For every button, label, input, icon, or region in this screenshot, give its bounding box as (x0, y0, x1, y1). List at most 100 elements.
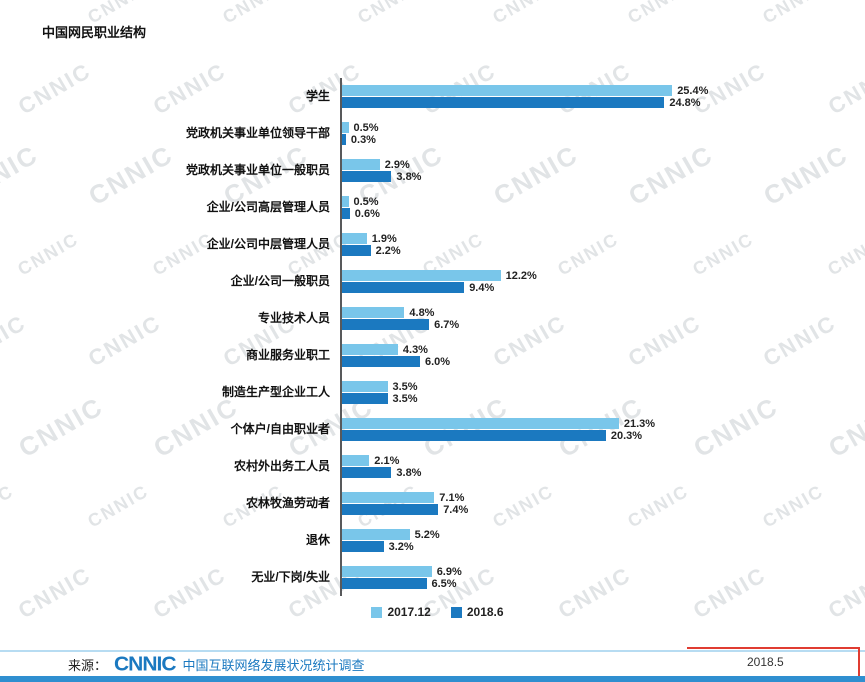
bar-2017.12 (342, 233, 367, 244)
bar-group: 25.4% 24.8% (340, 78, 835, 115)
category-label: 专业技术人员 (257, 311, 330, 326)
value-label: 6.9% (436, 565, 462, 578)
bar-line: 21.3% (342, 417, 835, 430)
bar-group: 1.9% 2.2% (340, 226, 835, 263)
bar-2018.6 (342, 171, 392, 182)
bottom-strip (0, 676, 865, 682)
bar-line: 6.0% (342, 356, 835, 368)
bar-line: 5.2% (342, 528, 835, 541)
red-annotation-line (687, 647, 860, 649)
bar-line: 6.7% (342, 319, 835, 331)
bar-line: 2.9% (342, 159, 835, 171)
bar-2017.12 (342, 455, 370, 466)
value-label: 3.2% (388, 540, 414, 553)
bar-line: 7.4% (342, 504, 835, 516)
bar-2017.12 (342, 566, 432, 577)
legend-item-2018-6: 2018.6 (450, 605, 504, 619)
bar-line: 0.6% (342, 207, 835, 220)
bar-line: 9.4% (342, 282, 835, 294)
bar-line: 6.5% (342, 577, 835, 590)
chart-legend: 2017.12 2018.6 (40, 605, 835, 619)
chart-row: 党政机关事业单位领导干部 0.5% 0.3% (40, 115, 835, 152)
category-label: 无业/下岗/失业 (251, 570, 330, 585)
cnnic-logo: CNNIC (114, 653, 176, 675)
bar-group: 21.3% 20.3% (340, 411, 835, 448)
value-label: 25.4% (677, 84, 709, 97)
value-label: 3.8% (396, 466, 422, 479)
footer-divider (0, 650, 865, 652)
category-label: 农林牧渔劳动者 (245, 496, 330, 511)
watermark-text: CNNIC (489, 0, 558, 28)
value-label: 2.1% (374, 454, 400, 467)
chart-row: 学生 25.4% 24.8% (40, 78, 835, 115)
category-label: 个体户/自由职业者 (230, 422, 330, 437)
bar-2017.12 (342, 381, 388, 392)
chart-row: 企业/公司一般职员 12.2% 9.4% (40, 263, 835, 300)
bar-line: 3.5% (342, 393, 835, 405)
value-label: 1.9% (371, 232, 397, 245)
watermark-text: CNNIC (0, 480, 18, 532)
chart-row: 商业服务业职工 4.3% 6.0% (40, 337, 835, 374)
bar-group: 2.9% 3.8% (340, 152, 835, 189)
watermark-text: CNNIC (219, 0, 288, 28)
legend-swatch-2017-12 (371, 606, 383, 618)
value-label: 0.5% (353, 195, 379, 208)
category-label: 企业/公司一般职员 (230, 274, 330, 289)
watermark-text: CNNIC (0, 309, 31, 372)
bar-line: 12.2% (342, 269, 835, 282)
legend-label-2018-6: 2018.6 (466, 605, 504, 619)
category-label: 学生 (305, 89, 330, 104)
red-annotation-line-vertical (858, 647, 860, 676)
value-label: 4.3% (402, 343, 428, 356)
bar-line: 7.1% (342, 492, 835, 504)
bar-2017.12 (342, 270, 501, 281)
bar-2018.6 (342, 504, 439, 515)
legend-label-2017-12: 2017.12 (387, 605, 431, 619)
bar-line: 24.8% (342, 97, 835, 109)
footer: 来源： CNNIC 中国互联网络发展状况统计调查 (68, 653, 365, 676)
bar-2017.12 (342, 122, 349, 133)
chart-row: 个体户/自由职业者 21.3% 20.3% (40, 411, 835, 448)
bar-line: 3.8% (342, 171, 835, 183)
bar-2018.6 (342, 393, 388, 404)
bar-group: 0.5% 0.3% (340, 115, 835, 152)
watermark-text: CNNIC (0, 0, 18, 28)
category-label: 农村外出务工人员 (233, 459, 330, 474)
bar-2018.6 (342, 245, 371, 256)
bar-2017.12 (342, 196, 349, 207)
value-label: 0.6% (354, 207, 380, 220)
value-label: 21.3% (623, 417, 656, 430)
value-label: 12.2% (505, 269, 537, 282)
bar-2017.12 (342, 492, 435, 503)
chart-rows: 学生 25.4% 24.8% 党政机关事业单位领导干部 0.5% 0.3% 党政机关事业单位… (40, 78, 835, 596)
value-label: 20.3% (610, 429, 643, 442)
bar-2017.12 (342, 418, 619, 429)
watermark-text: CNNIC (624, 0, 693, 28)
category-label: 制造生产型企业工人 (221, 385, 330, 400)
category-label: 企业/公司中层管理人员 (206, 237, 330, 252)
bar-line: 2.1% (342, 454, 835, 467)
bar-2018.6 (342, 430, 606, 441)
category-label: 商业服务业职工 (245, 348, 330, 363)
bar-chart: 学生 25.4% 24.8% 党政机关事业单位领导干部 0.5% 0.3% 党政机关事业单位… (40, 78, 835, 619)
bar-2017.12 (342, 159, 380, 170)
bar-2018.6 (342, 356, 420, 367)
value-label: 6.5% (431, 577, 457, 590)
bar-group: 4.3% 6.0% (340, 337, 835, 374)
bar-line: 0.5% (342, 195, 835, 208)
bar-2018.6 (342, 97, 665, 108)
bar-line: 2.2% (342, 245, 835, 257)
watermark-text: CNNIC (354, 0, 423, 28)
bar-group: 2.1% 3.8% (340, 448, 835, 485)
value-label: 5.2% (414, 528, 440, 541)
category-label: 退休 (305, 533, 330, 548)
bar-line: 1.9% (342, 232, 835, 245)
bar-line: 0.3% (342, 134, 835, 146)
bar-group: 7.1% 7.4% (340, 485, 835, 522)
bar-2017.12 (342, 529, 410, 540)
value-label: 0.5% (353, 121, 379, 134)
bar-2018.6 (342, 134, 346, 145)
bar-2018.6 (342, 467, 392, 478)
watermark-text: CNNIC (0, 138, 44, 212)
